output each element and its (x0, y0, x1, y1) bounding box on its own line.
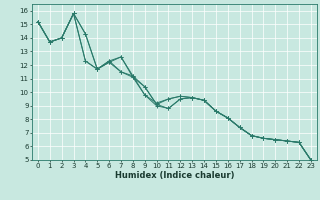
X-axis label: Humidex (Indice chaleur): Humidex (Indice chaleur) (115, 171, 234, 180)
